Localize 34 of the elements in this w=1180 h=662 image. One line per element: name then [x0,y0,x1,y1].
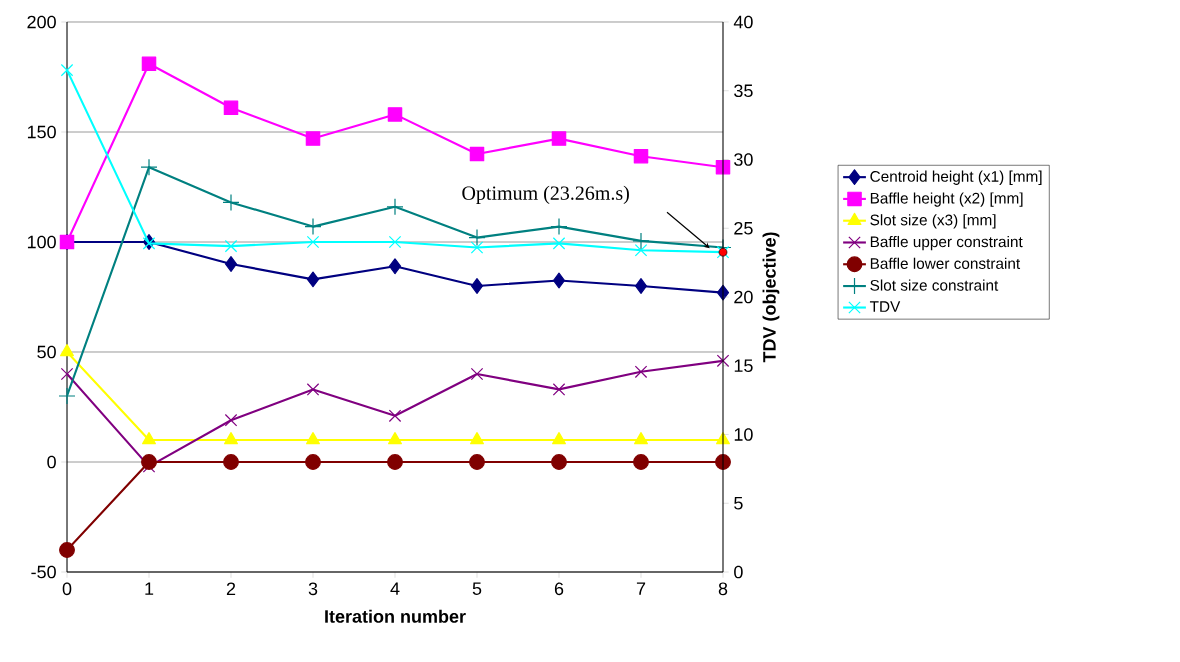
y-tick-label: 150 [27,125,56,139]
x-tick-label: 5 [472,582,482,595]
x-tick-label: 0 [62,582,72,596]
y-tick-label: 200 [27,15,56,29]
y2-tick-label: 0 [734,565,743,579]
x-tick-label: 4 [390,582,400,595]
y2-tick-label: 5 [734,496,743,510]
legend-label: Baffle lower constraint [870,257,1021,269]
y2-tick-label: 35 [734,84,753,98]
y2-tick-label: 10 [734,428,753,441]
x-tick-label: 7 [636,582,646,595]
legend-label: Baffle height (x2) [mm] [870,192,1023,207]
y-tick-label: 50 [37,345,56,359]
y-tick-label: 0 [47,455,56,469]
y2-axis-title: TDV (objective) [762,232,780,363]
legend-label: Slot size (x3) [mm] [870,214,996,229]
legend-label: Baffle upper constraint [870,235,1023,251]
x-axis-title: Iteration number [325,609,466,623]
x-tick-label: 3 [308,582,318,596]
x-tick-label: 8 [718,582,728,596]
legend-label: Slot size constraint [870,279,999,291]
x-tick-label: 1 [145,582,154,595]
legend-label: TDV [869,301,901,312]
y2-tick-label: 15 [734,359,753,373]
y-tick-label: -50 [31,565,56,579]
x-tick-label: 2 [226,582,236,595]
legend-label: Centroid height (x1) [mm] [870,170,1042,185]
y2-tick-label: 30 [734,153,753,166]
x-tick-label: 6 [554,582,564,596]
y-tick-label: 100 [27,235,56,249]
annotation: Optimum (23.26m.s) [462,185,629,204]
y2-tick-label: 25 [734,221,753,235]
y2-tick-label: 40 [733,15,753,29]
y2-tick-label: 20 [734,290,753,304]
